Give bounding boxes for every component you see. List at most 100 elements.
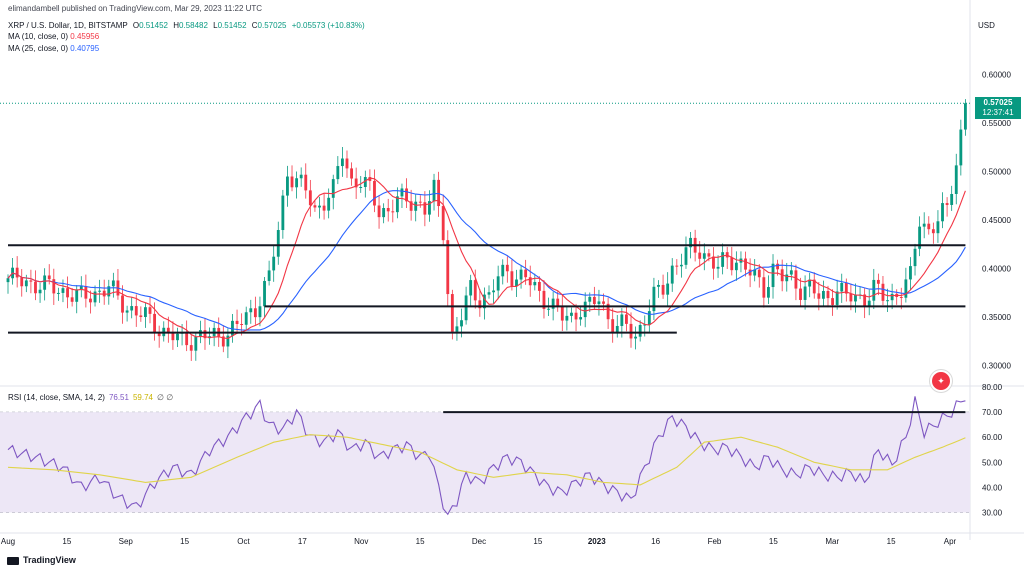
candle-body [826,290,830,299]
candle-body [336,166,340,180]
candle-body [276,230,280,257]
candle-body [597,301,601,305]
candle-body [872,279,876,301]
candle-body [409,201,413,211]
candle-body [918,226,922,249]
candle-body [363,177,367,188]
price-tick-label: 0.30000 [982,362,1011,371]
rsi-tick-label: 50.00 [982,458,1003,467]
candle-body [6,278,10,283]
candle-body [496,276,500,291]
candle-body [322,205,326,211]
candle-body [89,298,92,303]
candle-body [38,289,42,294]
candle-body [762,277,766,298]
candle-body [542,290,546,309]
candle-body [111,280,115,287]
candle-body [753,269,757,276]
candle-body [157,333,161,337]
candle-body [941,203,944,222]
candle-body [776,263,780,270]
ma25-value: 0.40795 [70,44,100,53]
low-value: 0.51452 [217,21,247,30]
ma10-legend[interactable]: MA (10, close, 0) 0.45956 [8,32,100,41]
candle-body [405,188,408,202]
candle-body [643,324,647,326]
price-tick-label: 0.40000 [982,265,1011,274]
candle-body [221,336,225,347]
rsi-value: 76.51 [108,393,129,402]
candle-body [244,312,248,325]
candle-body [537,281,541,291]
time-tick-label: 16 [651,537,660,546]
ma25-legend[interactable]: MA (25, close, 0) 0.40795 [8,44,100,53]
candle-body [272,256,276,271]
candle-body [281,195,285,231]
candle-body [560,306,564,321]
candle-body [61,288,65,293]
candle-body [748,269,752,276]
candle-body [899,296,903,298]
candle-body [130,306,134,311]
candle-body [418,201,422,203]
change-value: +0.05573 (+10.83%) [291,21,365,30]
candle-body [102,290,106,297]
last-price-value: 0.57025 [983,98,1013,107]
candle-body [707,253,711,257]
candle-body [84,286,88,299]
candle-body [950,193,954,205]
candle-body [203,330,207,339]
candle-body [455,326,459,332]
candle-body [56,292,60,294]
candle-body [340,158,344,167]
candle-body [821,290,825,299]
candle-body [931,229,935,234]
currency-label: USD [978,21,995,30]
price-tick-label: 0.35000 [982,313,1011,322]
candle-body [629,323,633,339]
time-tick-label: 15 [533,537,542,546]
candle-body [730,257,734,271]
candle-body [808,279,812,287]
candle-body [473,280,477,301]
candle-body [501,264,505,277]
us-flag-icon[interactable]: ✦ [930,370,952,392]
candle-body [574,312,578,320]
candle-body [350,168,353,179]
candle-body [354,178,358,188]
candle-body [249,308,253,313]
open-value: 0.51452 [139,21,168,30]
bar-countdown: 12:37:41 [982,108,1014,117]
rsi-legend[interactable]: RSI (14, close, SMA, 14, 2) 76.51 59.74 ∅ ∅ [8,393,174,402]
time-tick-label: 15 [887,537,896,546]
candle-body [716,266,720,269]
time-tick-label: 2023 [588,537,606,546]
rsi-tick-label: 40.00 [982,483,1003,492]
candle-body [588,296,592,302]
candle-body [460,320,463,327]
candle-body [849,293,853,302]
candle-body [876,279,880,284]
candle-body [423,202,427,215]
candle-body [505,264,509,272]
candle-body [299,174,303,179]
candle-body [579,317,583,320]
tradingview-logo[interactable]: TradingView [7,555,76,565]
candle-body [666,283,670,295]
candle-body [359,187,363,189]
candle-body [702,253,706,259]
candle-body [185,332,189,346]
candle-body [391,211,395,213]
candle-body [478,300,482,309]
candle-body [767,287,770,298]
candle-body [20,277,24,287]
candle-body [922,223,926,227]
candle-body [854,295,857,302]
candle-body [963,103,967,130]
candle-body [606,303,610,320]
candle-body [75,289,79,302]
candle-body [528,277,532,286]
rsi-band [0,412,970,513]
candle-body [647,311,651,325]
